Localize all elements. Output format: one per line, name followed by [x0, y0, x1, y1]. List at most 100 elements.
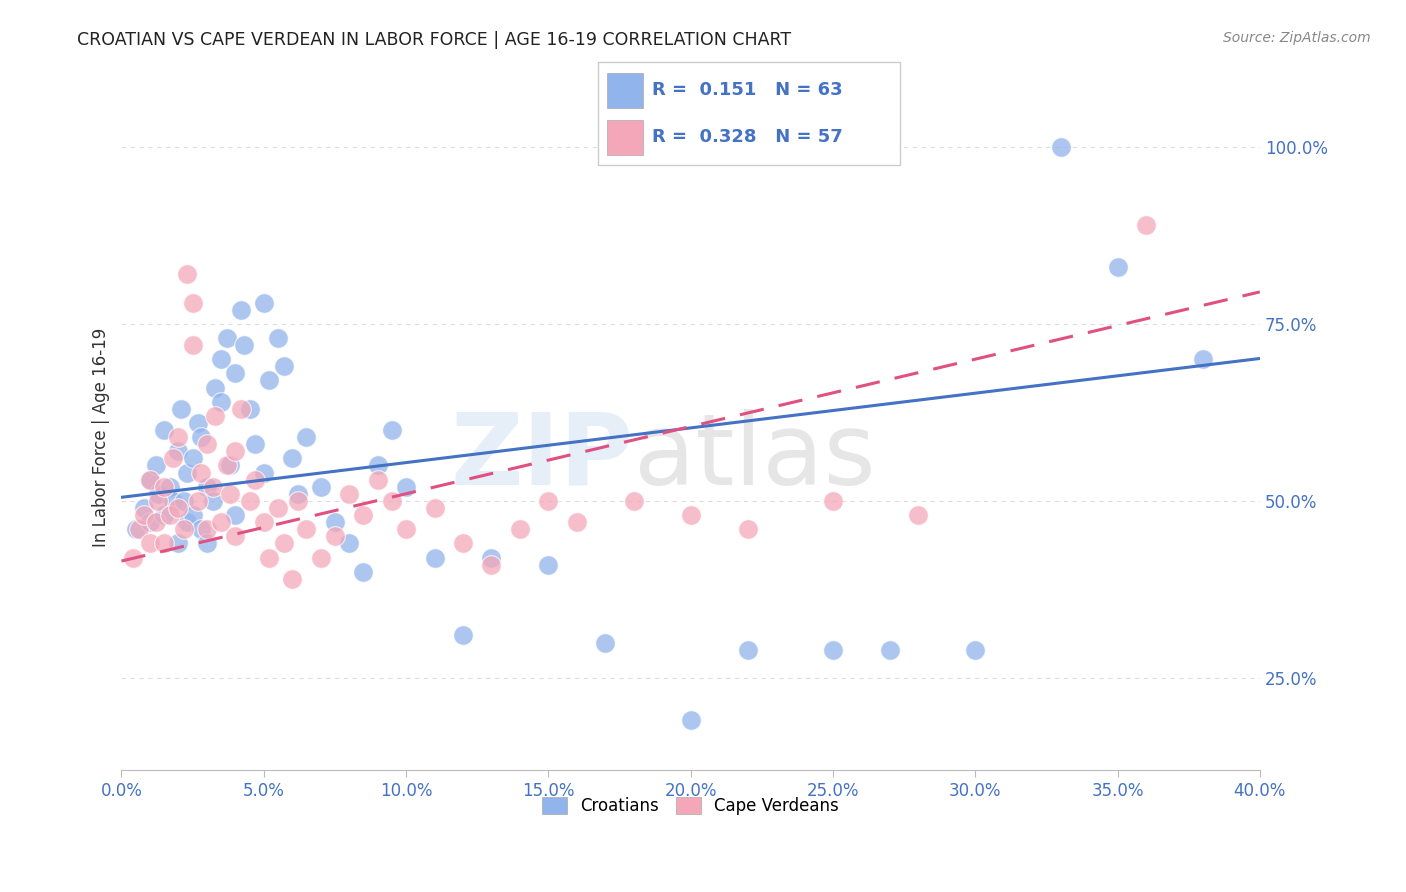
Point: [367, 458, 389, 473]
Point: [259, 373, 281, 387]
Point: [423, 550, 446, 565]
Point: [181, 338, 204, 352]
Point: [148, 487, 170, 501]
Point: [245, 437, 267, 451]
Point: [139, 536, 162, 550]
Point: [737, 522, 759, 536]
Point: [224, 367, 246, 381]
Point: [229, 401, 252, 416]
Point: [181, 451, 204, 466]
Point: [190, 430, 212, 444]
Text: Source: ZipAtlas.com: Source: ZipAtlas.com: [1223, 31, 1371, 45]
Point: [134, 500, 156, 515]
Point: [162, 451, 184, 466]
Point: [232, 338, 254, 352]
Point: [1049, 139, 1071, 153]
Point: [139, 515, 162, 529]
Point: [139, 473, 162, 487]
Point: [238, 401, 260, 416]
Point: [195, 536, 218, 550]
Point: [215, 458, 238, 473]
Text: CROATIAN VS CAPE VERDEAN IN LABOR FORCE | AGE 16-19 CORRELATION CHART: CROATIAN VS CAPE VERDEAN IN LABOR FORCE …: [77, 31, 792, 49]
Point: [167, 500, 190, 515]
Point: [173, 522, 195, 536]
Point: [395, 522, 418, 536]
Point: [170, 401, 193, 416]
Point: [295, 522, 318, 536]
Point: [153, 480, 176, 494]
Point: [337, 487, 360, 501]
Point: [218, 458, 240, 473]
Point: [148, 493, 170, 508]
Point: [167, 536, 190, 550]
Point: [245, 473, 267, 487]
Point: [481, 550, 503, 565]
Point: [565, 515, 588, 529]
Point: [367, 473, 389, 487]
Point: [352, 565, 374, 579]
Point: [287, 487, 309, 501]
Y-axis label: In Labor Force | Age 16-19: In Labor Force | Age 16-19: [93, 327, 110, 547]
Point: [323, 529, 346, 543]
Point: [323, 515, 346, 529]
Point: [145, 515, 167, 529]
Point: [215, 331, 238, 345]
Point: [181, 295, 204, 310]
Point: [153, 536, 176, 550]
Text: R =  0.328   N = 57: R = 0.328 N = 57: [652, 128, 842, 146]
Legend: Croatians, Cape Verdeans: Croatians, Cape Verdeans: [536, 790, 846, 822]
Point: [287, 493, 309, 508]
Point: [145, 458, 167, 473]
Point: [253, 515, 276, 529]
Point: [218, 487, 240, 501]
Point: [481, 558, 503, 572]
Point: [187, 416, 209, 430]
Point: [451, 628, 474, 642]
Point: [821, 642, 844, 657]
Point: [352, 508, 374, 522]
Point: [173, 493, 195, 508]
FancyBboxPatch shape: [598, 62, 900, 165]
Point: [281, 451, 304, 466]
Point: [623, 493, 645, 508]
Point: [124, 522, 146, 536]
Point: [381, 493, 404, 508]
Point: [159, 480, 181, 494]
Text: R =  0.151   N = 63: R = 0.151 N = 63: [652, 81, 842, 99]
Point: [224, 529, 246, 543]
Point: [167, 444, 190, 458]
Point: [176, 267, 198, 281]
Point: [537, 493, 560, 508]
Point: [281, 572, 304, 586]
Point: [273, 359, 295, 374]
Point: [381, 423, 404, 437]
Point: [537, 558, 560, 572]
Point: [153, 423, 176, 437]
Point: [907, 508, 929, 522]
Point: [167, 430, 190, 444]
Point: [134, 508, 156, 522]
Text: ZIP: ZIP: [451, 409, 634, 506]
Point: [190, 522, 212, 536]
Point: [121, 550, 143, 565]
Point: [451, 536, 474, 550]
Point: [423, 500, 446, 515]
Point: [737, 642, 759, 657]
Point: [204, 380, 226, 394]
Point: [209, 515, 232, 529]
Point: [679, 714, 702, 728]
Point: [309, 550, 332, 565]
Point: [509, 522, 531, 536]
Point: [139, 473, 162, 487]
Point: [253, 466, 276, 480]
Point: [337, 536, 360, 550]
Point: [162, 493, 184, 508]
Point: [176, 466, 198, 480]
Point: [209, 394, 232, 409]
Bar: [606, 73, 643, 108]
Point: [229, 302, 252, 317]
Point: [181, 508, 204, 522]
Point: [679, 508, 702, 522]
Point: [153, 508, 176, 522]
Point: [1107, 260, 1129, 274]
